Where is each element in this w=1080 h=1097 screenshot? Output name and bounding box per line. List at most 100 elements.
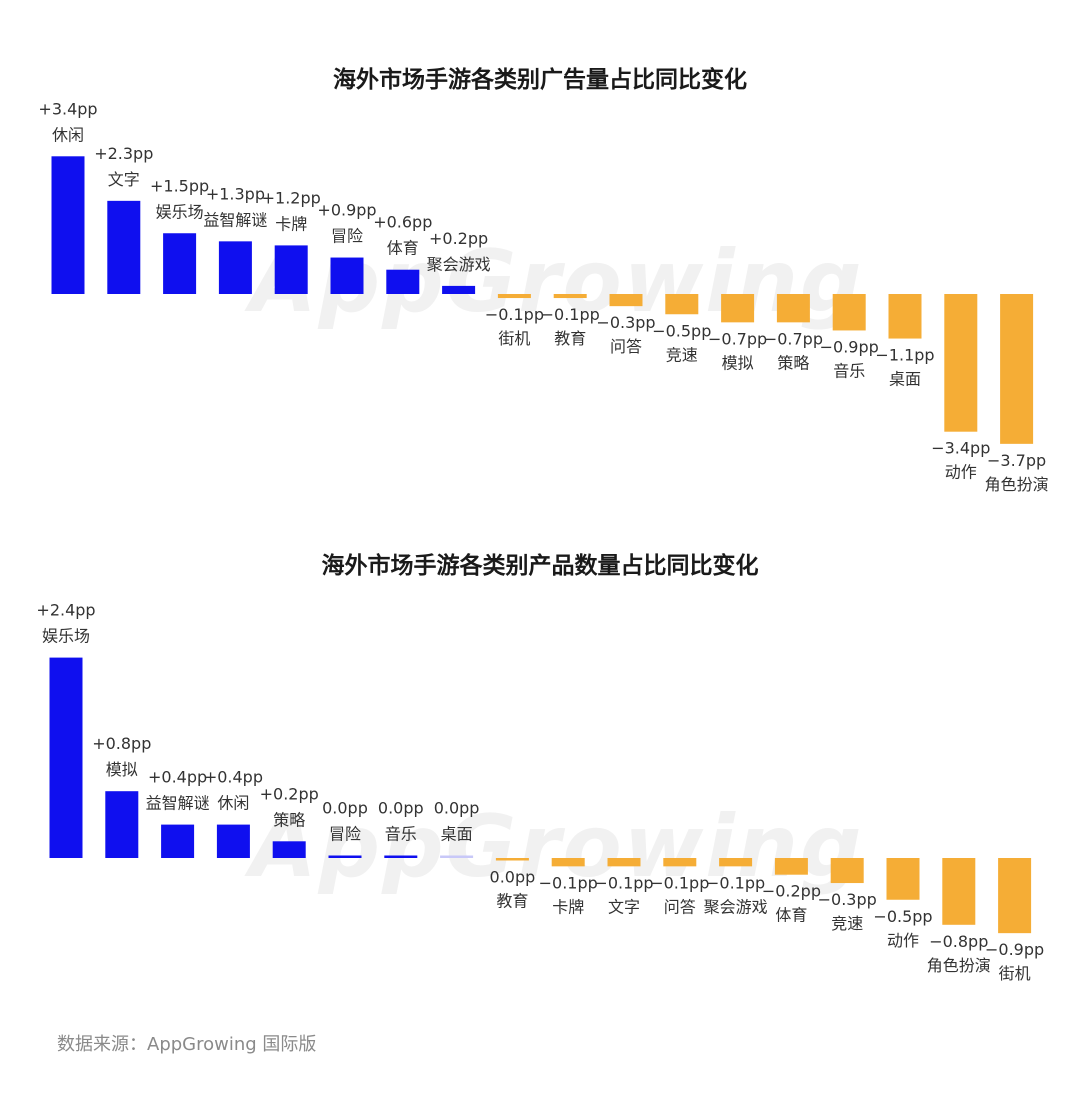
category-label: 模拟 bbox=[106, 760, 138, 779]
data-label: −0.3pp bbox=[596, 313, 655, 332]
chart-title-ad-volume: 海外市场手游各类别广告量占比同比变化 bbox=[333, 67, 747, 93]
category-label: 卡牌 bbox=[552, 897, 584, 916]
bar-益智解谜 bbox=[218, 241, 252, 294]
data-label: −0.2pp bbox=[762, 882, 821, 901]
bar-聚会游戏 bbox=[719, 858, 753, 867]
category-label: 娱乐场 bbox=[156, 202, 204, 221]
data-label: −0.1pp bbox=[539, 873, 598, 892]
data-label: −0.7pp bbox=[764, 329, 823, 348]
data-label: +0.2pp bbox=[429, 229, 488, 248]
data-label: −0.7pp bbox=[708, 329, 767, 348]
ad-volume-bar-chart: +3.4pp 休闲 +2.3pp 文字 +1.5pp 娱乐场+1.3pp 益智解谜 +1.2p… bbox=[38, 99, 1048, 494]
bar-桌面 bbox=[888, 294, 922, 339]
category-label: 聚会游戏 bbox=[704, 897, 768, 916]
data-label: +0.9pp bbox=[317, 201, 376, 220]
category-label: 问答 bbox=[664, 897, 696, 916]
data-label: −0.5pp bbox=[873, 907, 932, 926]
bar-街机 bbox=[497, 294, 531, 299]
category-label: 休闲 bbox=[217, 794, 249, 813]
data-label: +0.2pp bbox=[260, 784, 319, 803]
bar-角色扮演 bbox=[1000, 294, 1034, 444]
bar-娱乐场 bbox=[163, 233, 197, 294]
data-label: +3.4pp bbox=[38, 99, 97, 118]
bar-问答 bbox=[663, 858, 697, 867]
category-label: 音乐 bbox=[833, 361, 865, 380]
bar-娱乐场 bbox=[49, 657, 83, 858]
data-label: +2.3pp bbox=[94, 144, 153, 163]
bar-模拟 bbox=[721, 294, 755, 323]
data-label: +0.4pp bbox=[148, 768, 207, 787]
category-label: 角色扮演 bbox=[927, 956, 991, 975]
category-label: 模拟 bbox=[722, 353, 754, 372]
data-label: −0.1pp bbox=[650, 873, 709, 892]
data-label: −0.3pp bbox=[818, 890, 877, 909]
bar-街机 bbox=[998, 858, 1032, 934]
data-label: 0.0pp bbox=[490, 868, 536, 887]
data-label: −0.5pp bbox=[652, 321, 711, 340]
data-label: +0.8pp bbox=[92, 734, 151, 753]
bar-教育 bbox=[495, 858, 529, 861]
bar-角色扮演 bbox=[942, 858, 976, 925]
bar-卡牌 bbox=[551, 858, 585, 867]
category-label: 卡牌 bbox=[275, 214, 307, 233]
bar-桌面 bbox=[440, 855, 474, 858]
category-label: 音乐 bbox=[385, 825, 417, 844]
category-label: 益智解谜 bbox=[203, 210, 267, 229]
watermark-logo: AppGrowing bbox=[250, 797, 864, 897]
data-label: +0.6pp bbox=[373, 213, 432, 232]
data-label: +2.4pp bbox=[36, 601, 95, 620]
bar-冒险 bbox=[330, 257, 364, 294]
category-label: 体育 bbox=[775, 906, 807, 925]
bar-音乐 bbox=[832, 294, 866, 331]
category-label: 桌面 bbox=[889, 370, 921, 389]
category-label: 策略 bbox=[273, 810, 305, 829]
data-label: 0.0pp bbox=[434, 799, 480, 818]
bar-竞速 bbox=[830, 858, 864, 884]
bar-教育 bbox=[553, 294, 587, 299]
bar-休闲 bbox=[51, 156, 85, 294]
bar-问答 bbox=[609, 294, 643, 307]
bar-文字 bbox=[607, 858, 641, 867]
bar-动作 bbox=[886, 858, 920, 900]
category-label: 动作 bbox=[887, 931, 919, 950]
bar-冒险 bbox=[328, 855, 362, 858]
data-label: −1.1pp bbox=[875, 346, 934, 365]
category-label: 策略 bbox=[777, 353, 809, 372]
category-label: 竞速 bbox=[831, 914, 863, 933]
data-source-note: 数据来源：AppGrowing 国际版 bbox=[57, 1034, 317, 1055]
category-label: 娱乐场 bbox=[42, 627, 90, 646]
category-label: 益智解谜 bbox=[146, 794, 210, 813]
bar-聚会游戏 bbox=[442, 285, 476, 294]
chart-title-product-count: 海外市场手游各类别产品数量占比同比变化 bbox=[321, 553, 759, 579]
category-label: 街机 bbox=[999, 964, 1031, 983]
data-label: +1.2pp bbox=[262, 188, 321, 207]
bar-卡牌 bbox=[274, 245, 308, 294]
bar-音乐 bbox=[384, 855, 418, 858]
data-label: +0.4pp bbox=[204, 768, 263, 787]
category-label: 文字 bbox=[108, 170, 140, 189]
data-label: −0.1pp bbox=[541, 305, 600, 324]
category-label: 问答 bbox=[610, 337, 642, 356]
bar-策略 bbox=[272, 841, 306, 858]
bar-模拟 bbox=[105, 791, 139, 858]
bar-体育 bbox=[386, 269, 420, 294]
category-label: 桌面 bbox=[441, 825, 473, 844]
bar-休闲 bbox=[216, 824, 250, 858]
data-label: −0.1pp bbox=[594, 873, 653, 892]
category-label: 文字 bbox=[608, 897, 640, 916]
category-label: 冒险 bbox=[329, 825, 361, 844]
data-label: −3.4pp bbox=[931, 439, 990, 458]
data-label: −0.9pp bbox=[820, 337, 879, 356]
bar-益智解谜 bbox=[161, 824, 195, 858]
bar-动作 bbox=[944, 294, 978, 432]
bar-策略 bbox=[776, 294, 810, 323]
data-label: −0.1pp bbox=[706, 873, 765, 892]
category-label: 街机 bbox=[498, 329, 530, 348]
data-label: −0.8pp bbox=[929, 932, 988, 951]
data-label: +1.3pp bbox=[206, 184, 265, 203]
category-label: 休闲 bbox=[52, 125, 84, 144]
category-label: 聚会游戏 bbox=[427, 255, 491, 274]
data-label: −0.1pp bbox=[485, 305, 544, 324]
data-label: −0.9pp bbox=[985, 940, 1044, 959]
data-label: +1.5pp bbox=[150, 176, 209, 195]
